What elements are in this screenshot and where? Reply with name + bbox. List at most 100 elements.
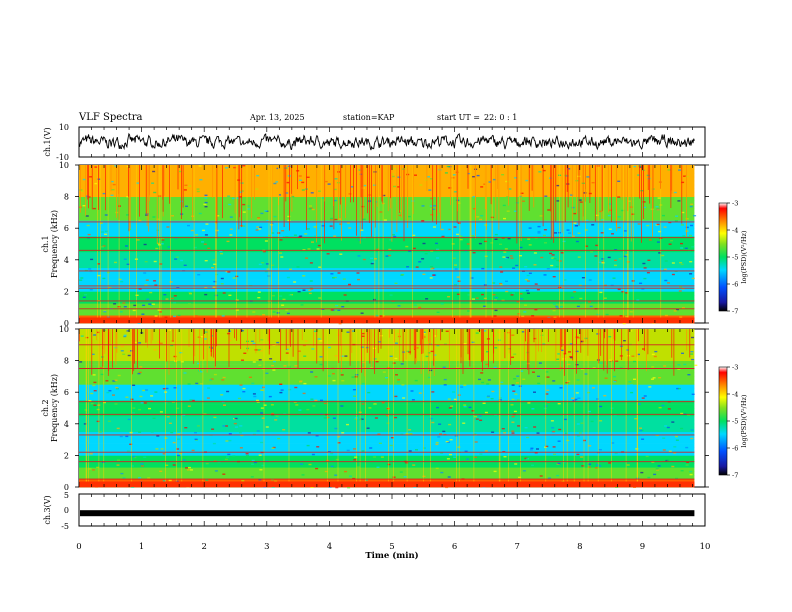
spectrogram-speckle — [568, 399, 572, 401]
spectrogram-speckle — [86, 224, 90, 227]
spectrogram-speckle — [132, 309, 136, 312]
spectrogram-speckle — [680, 427, 684, 430]
spectrogram-speckle — [558, 428, 562, 431]
spectrogram-speckle — [203, 203, 207, 206]
spectrogram-speckle — [361, 335, 365, 337]
spectrogram-speckle — [346, 222, 350, 224]
spectrogram-speckle — [415, 449, 418, 451]
spectrogram-speckle — [82, 296, 86, 298]
spectrogram-speckle — [382, 194, 386, 197]
spectrogram-band — [79, 423, 695, 429]
spectrogram-speckle — [93, 404, 97, 406]
spectrogram-speckle — [281, 304, 285, 306]
spectrogram-speckle — [557, 462, 561, 465]
spectrogram-speckle — [103, 401, 106, 404]
frequency-tick-label: 10 — [59, 161, 69, 170]
spectrogram-speckle — [664, 260, 668, 262]
spectrogram-speckle — [643, 395, 647, 397]
spectrogram-speckle — [428, 189, 432, 191]
spectrogram-speckle — [158, 311, 162, 313]
spectrogram-speckle — [333, 215, 337, 217]
spectrogram-speckle — [119, 435, 123, 438]
spectrogram-speckle — [668, 221, 672, 224]
spectrogram-speckle — [240, 434, 244, 437]
spectrogram-speckle — [90, 402, 94, 405]
spectrogram-speckle — [598, 465, 602, 467]
spectrogram-speckle — [388, 248, 392, 251]
spectrogram-speckle — [110, 194, 114, 196]
spectrogram-speckle — [338, 322, 342, 325]
spectrogram-speckle — [198, 165, 202, 167]
spectrogram-speckle — [691, 358, 695, 361]
spectrogram-speckle — [260, 407, 264, 409]
spectrogram-speckle — [286, 181, 290, 184]
spectrogram-speckle — [429, 205, 433, 207]
spectrogram-band — [79, 471, 695, 476]
spectrogram-speckle — [126, 450, 130, 452]
spectrogram-speckle — [291, 195, 295, 198]
spectrogram-speckle — [454, 264, 457, 266]
spectrogram-speckle — [673, 452, 677, 454]
spectrogram-speckle — [210, 347, 214, 349]
spectrogram-speckle — [502, 256, 506, 258]
spectrogram-speckle — [330, 217, 334, 220]
spectrogram-speckle — [445, 228, 449, 230]
spectrogram-speckle — [140, 402, 144, 404]
spectrogram-speckle — [394, 395, 398, 398]
spectrogram-speckle — [405, 245, 409, 248]
spectrogram-speckle — [534, 452, 538, 454]
spectrogram-speckle — [539, 215, 543, 217]
spectrogram-speckle — [492, 282, 496, 284]
spectrogram-speckle — [564, 247, 568, 249]
spectrogram-speckle — [285, 236, 289, 238]
spectrogram-speckle — [211, 428, 215, 430]
spectrogram-speckle — [640, 471, 644, 474]
spectrogram-speckle — [263, 404, 267, 406]
spectrogram-speckle — [235, 275, 239, 278]
spectrogram-band — [79, 240, 695, 245]
spectrogram-speckle — [252, 311, 256, 313]
spectrogram-speckle — [142, 404, 146, 407]
spectrogram-speckle — [576, 423, 580, 425]
frequency-tick-label: 4 — [64, 420, 69, 429]
x-tick-label: 1 — [139, 542, 144, 552]
spectrogram-speckle — [370, 262, 374, 265]
spectrogram-speckle — [334, 355, 338, 357]
spectrogram-speckle — [496, 246, 499, 248]
spectrogram-speckle — [514, 463, 518, 465]
spectrogram-speckle — [550, 420, 554, 422]
spectrogram-speckle — [388, 298, 392, 300]
spectrogram-speckle — [119, 311, 123, 313]
spectrogram-speckle — [483, 305, 487, 307]
spectrogram-speckle — [685, 226, 689, 229]
spectrogram-speckle — [661, 404, 665, 407]
spectrogram-speckle — [153, 280, 157, 282]
spectrogram-speckle — [690, 437, 694, 440]
spectrogram-speckle — [478, 378, 481, 381]
spectrogram-speckle — [276, 341, 280, 344]
spectrogram-speckle — [85, 195, 89, 197]
spectrogram-speckle — [242, 387, 246, 390]
spectrogram-band — [79, 415, 695, 421]
spectrogram-speckle — [131, 465, 134, 467]
spectrogram-speckle — [258, 228, 262, 230]
chart-date: Apr. 13, 2025 — [250, 113, 305, 122]
spectrogram-speckle — [262, 250, 266, 253]
spectrogram-speckle — [94, 166, 98, 168]
spectrogram-speckle — [541, 462, 544, 465]
spectrogram-speckle — [676, 308, 679, 311]
spectrogram-speckle — [668, 450, 672, 453]
spectrogram-speckle — [204, 234, 208, 236]
spectrogram-speckle — [656, 223, 660, 226]
spectrogram-speckle — [526, 436, 530, 439]
spectrogram-speckle — [197, 362, 201, 365]
spectrogram-speckle — [591, 439, 594, 441]
spectrogram-speckle — [235, 197, 239, 199]
spectrogram-speckle — [546, 268, 550, 270]
spectrogram-speckle — [261, 417, 265, 419]
spectrogram-speckle — [392, 234, 395, 236]
spectrogram-speckle — [296, 266, 300, 268]
spectrogram-speckle — [123, 306, 127, 308]
spectrogram-speckle — [226, 456, 229, 458]
